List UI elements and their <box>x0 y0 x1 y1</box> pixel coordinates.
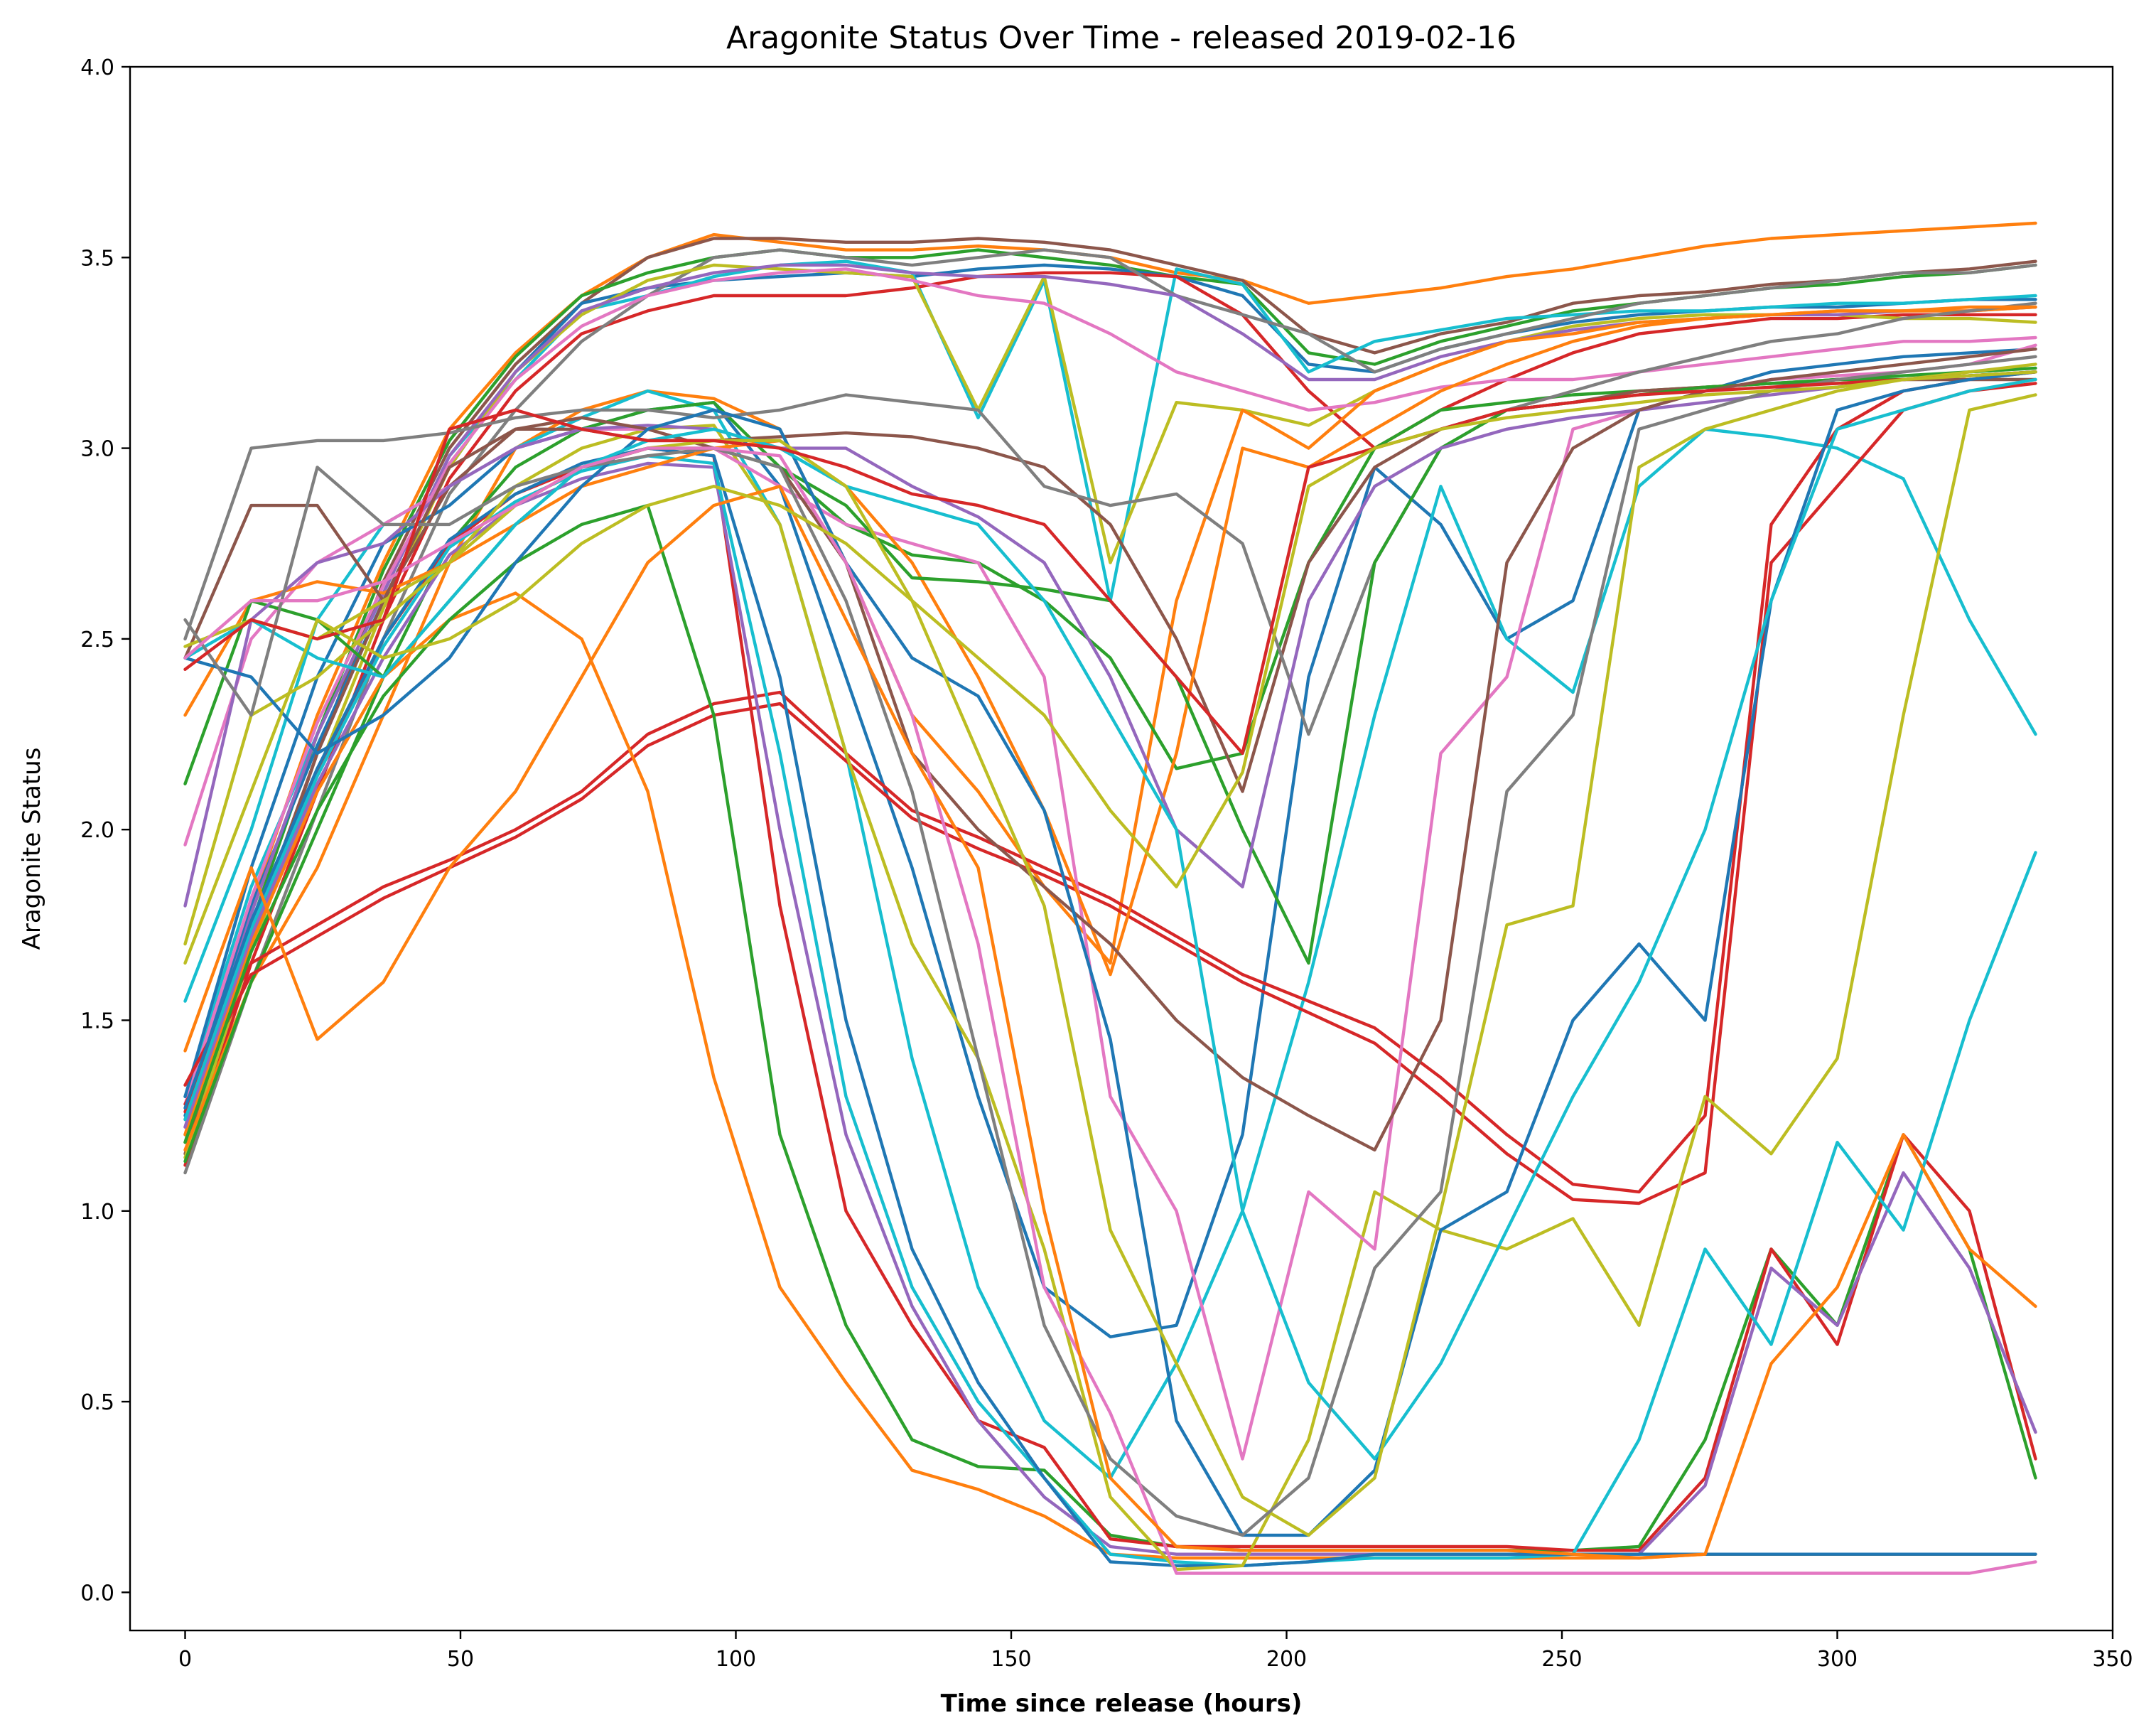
y-tick-label: 0.0 <box>80 1581 114 1606</box>
y-tick-label: 1.5 <box>80 1009 114 1033</box>
y-tick-label: 4.0 <box>80 55 114 80</box>
chart-title: Aragonite Status Over Time - released 20… <box>726 20 1516 56</box>
series-line-2 <box>183 237 2037 1156</box>
x-tick-label: 150 <box>991 1647 1031 1672</box>
series-line-38 <box>183 370 2037 965</box>
x-tick-label: 50 <box>447 1647 474 1672</box>
series-line-35 <box>183 446 2037 1575</box>
series-line-36 <box>183 485 2037 1560</box>
series-group <box>183 221 2037 1575</box>
y-tick-label: 3.5 <box>80 246 114 271</box>
series-line-8 <box>183 263 2037 1159</box>
x-tick-label: 250 <box>1541 1647 1582 1672</box>
y-tick-label: 2.0 <box>80 818 114 843</box>
y-tick-label: 1.0 <box>80 1200 114 1225</box>
series-line-10 <box>183 267 2037 1106</box>
plot-frame <box>129 65 2114 1632</box>
series-line-19 <box>183 503 2037 1552</box>
series-line-31 <box>183 370 2037 1537</box>
series-line-33 <box>183 362 2037 1537</box>
y-axis: 0.0 0.5 1.0 1.5 2.0 2.5 3.0 3.5 4.0 <box>80 55 130 1606</box>
series-line-21 <box>183 461 2037 1556</box>
y-tick-label: 0.5 <box>80 1390 114 1415</box>
series-line-7 <box>183 248 2037 1175</box>
x-tick-label: 300 <box>1817 1647 1858 1672</box>
series-line-30 <box>183 347 2037 1152</box>
series-line-6 <box>183 271 2037 1167</box>
x-tick-label: 350 <box>2092 1647 2133 1672</box>
series-line-32 <box>183 377 2037 1461</box>
series-line-37 <box>183 370 2037 756</box>
y-tick-label: 2.5 <box>80 628 114 652</box>
x-axis: 0 50 100 150 200 250 300 350 <box>178 1630 2133 1672</box>
series-line-26 <box>183 301 2037 736</box>
x-tick-label: 100 <box>716 1647 756 1672</box>
x-axis-label: Time since release (hours) <box>941 1689 1303 1718</box>
series-line-16 <box>183 370 2037 1194</box>
series-line-27 <box>183 305 2037 977</box>
series-line-23 <box>183 446 2037 1567</box>
series-line-17 <box>183 382 2037 1205</box>
x-tick-label: 0 <box>178 1647 192 1672</box>
series-line-34 <box>183 355 2037 1537</box>
series-line-24 <box>183 393 2037 1571</box>
x-tick-label: 200 <box>1266 1647 1307 1672</box>
series-line-29 <box>183 370 2037 908</box>
y-tick-label: 3.0 <box>80 437 114 462</box>
y-axis-label: Aragonite Status <box>18 748 46 950</box>
